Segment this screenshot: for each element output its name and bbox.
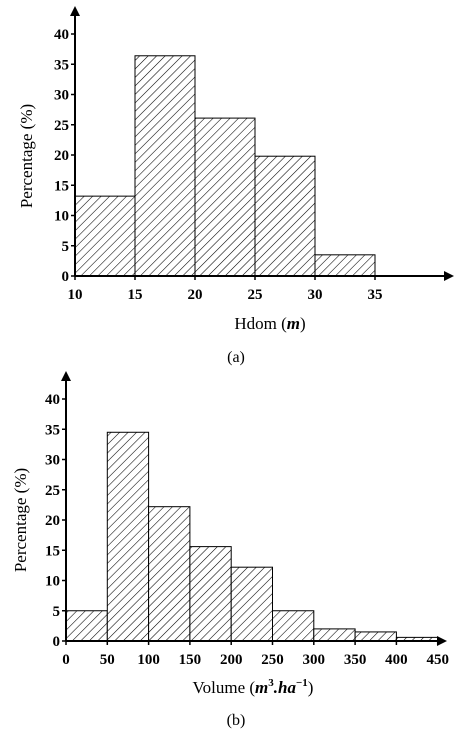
x-tick-label-b: 0 [62,652,70,668]
y-tick-label-a: 10 [54,209,69,225]
y-tick-label-a: 5 [62,239,70,255]
x-tick-label-b: 350 [344,652,367,668]
y-tick-label-a: 30 [54,88,69,104]
y-tick-label-a: 15 [54,178,69,194]
bar-b-0-50 [65,610,108,642]
x-axis-label-b: Volume (m3.ha−1) [193,677,314,697]
bar-a-25-30 [254,155,316,277]
bar-b-100-150 [148,506,191,642]
y-ticks-a: 0 5 10 15 20 25 30 35 40 [54,27,75,285]
x-tick-label-b: 450 [426,652,449,668]
y-tick-label-a: 25 [54,118,69,134]
y-tick-label-a: 20 [54,148,69,164]
y-tick-label-b: 10 [45,574,60,590]
x-tick-label-a: 30 [308,287,323,303]
caption-a: (a) [227,349,245,366]
y-tick-label-b: 35 [45,422,60,438]
y-tick-label-b: 20 [45,513,60,529]
bar-b-300-350 [313,628,356,642]
y-tick-label-b: 40 [45,392,60,408]
x-tick-label-b: 150 [179,652,202,668]
y-axis-label-a: Percentage (%) [17,104,36,208]
x-ticks-a: 10 15 20 25 30 35 [68,276,383,303]
y-tick-label-b: 25 [45,483,60,499]
x-tick-label-b: 300 [303,652,326,668]
y-tick-label-b: 0 [53,634,61,650]
bar-b-250-300 [272,610,315,642]
x-tick-label-b: 50 [100,652,115,668]
bar-a-10-15 [74,195,136,277]
bar-a-30-35 [314,254,376,277]
x-ticks-b: 0 50 100 150 200 250 300 350 400 450 [62,641,449,668]
x-tick-label-a: 15 [128,287,143,303]
bar-a-15-20 [134,55,196,277]
bar-b-200-250 [230,566,273,642]
y-tick-label-a: 40 [54,27,69,43]
y-tick-label-b: 30 [45,453,60,469]
bar-a-20-25 [194,117,256,277]
x-tick-label-b: 250 [261,652,284,668]
y-ticks-b: 0 5 10 15 20 25 30 35 40 [45,392,66,650]
chart-b: 0 5 10 15 20 25 30 35 40 0 50 100 150 200 250 300 350 40… [11,371,449,729]
x-tick-label-a: 25 [248,287,263,303]
x-tick-label-b: 100 [137,652,160,668]
x-tick-label-b: 400 [385,652,408,668]
chart-a: 0 5 10 15 20 25 30 35 40 10 15 20 25 30 35 Percentage… [17,6,454,366]
y-tick-label-a: 0 [62,269,70,285]
axes-a [70,6,454,281]
axes-b [61,371,447,646]
bar-b-350-400 [354,631,397,642]
y-tick-label-b: 5 [53,604,61,620]
y-tick-label-b: 15 [45,543,60,559]
y-tick-label-a: 35 [54,57,69,73]
y-axis-label-b: Percentage (%) [11,468,30,572]
bar-b-150-200 [189,546,232,642]
x-tick-label-a: 35 [368,287,383,303]
x-tick-label-a: 20 [188,287,203,303]
bars-group-b [65,431,439,642]
x-tick-label-a: 10 [68,287,83,303]
x-axis-label-a: Hdom (m) [234,314,305,333]
bar-b-50-100 [106,431,150,642]
bars-group-a [74,55,376,277]
x-tick-label-b: 200 [220,652,243,668]
caption-b: (b) [227,712,246,729]
